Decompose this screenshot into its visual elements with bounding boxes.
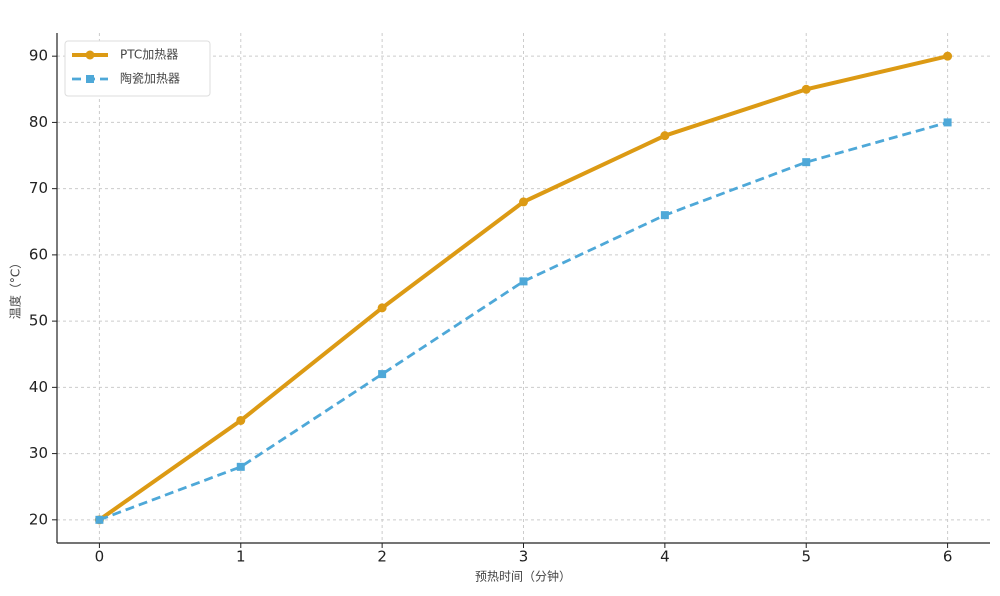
marker <box>801 84 811 94</box>
marker <box>377 303 387 313</box>
y-tick-label: 60 <box>29 245 48 263</box>
y-tick-label: 90 <box>29 47 48 65</box>
y-tick-label: 40 <box>29 378 48 396</box>
y-tick-label: 50 <box>29 312 48 330</box>
legend-marker <box>85 50 95 60</box>
x-tick-label: 3 <box>519 548 529 566</box>
x-tick-label: 4 <box>660 548 670 566</box>
marker <box>378 370 387 379</box>
y-tick-label: 70 <box>29 179 48 197</box>
marker <box>660 211 669 220</box>
x-axis-label: 预热时间（分钟） <box>475 569 571 584</box>
legend-marker <box>86 75 94 83</box>
y-tick-label: 20 <box>29 510 48 528</box>
marker <box>236 462 245 471</box>
marker <box>943 118 952 127</box>
marker <box>95 515 104 524</box>
marker <box>802 158 811 167</box>
marker <box>236 415 246 425</box>
x-tick-label: 1 <box>236 548 246 566</box>
y-tick-label: 80 <box>29 113 48 131</box>
x-tick-label: 0 <box>95 548 105 566</box>
x-tick-label: 2 <box>377 548 387 566</box>
y-axis-label: 温度（°C） <box>8 257 23 319</box>
y-tick-label: 30 <box>29 444 48 462</box>
marker <box>943 51 953 61</box>
marker <box>519 197 528 207</box>
legend-label: PTC加热器 <box>120 48 178 62</box>
legend-label: 陶瓷加热器 <box>120 71 180 86</box>
x-tick-label: 6 <box>943 548 953 566</box>
x-tick-label: 5 <box>801 548 811 566</box>
marker <box>519 277 528 286</box>
marker <box>660 131 670 141</box>
